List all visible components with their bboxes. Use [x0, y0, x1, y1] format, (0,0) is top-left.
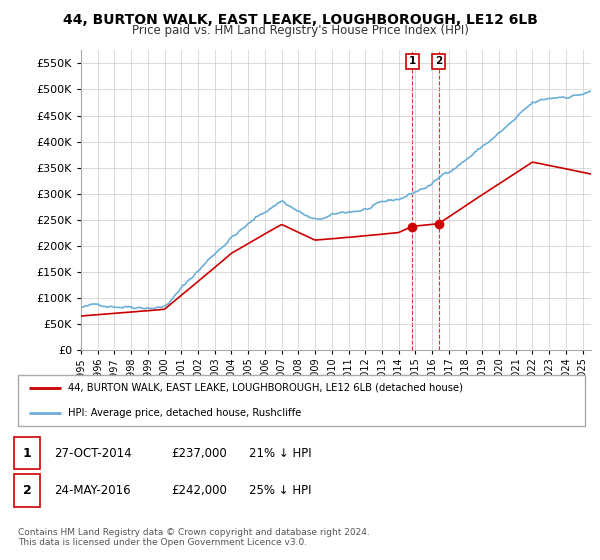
Text: Price paid vs. HM Land Registry's House Price Index (HPI): Price paid vs. HM Land Registry's House …: [131, 24, 469, 36]
Text: 1: 1: [23, 446, 31, 460]
Text: £242,000: £242,000: [171, 484, 227, 497]
Text: 44, BURTON WALK, EAST LEAKE, LOUGHBOROUGH, LE12 6LB (detached house): 44, BURTON WALK, EAST LEAKE, LOUGHBOROUG…: [68, 383, 463, 393]
Text: HPI: Average price, detached house, Rushcliffe: HPI: Average price, detached house, Rush…: [68, 408, 301, 418]
Text: 21% ↓ HPI: 21% ↓ HPI: [249, 446, 311, 460]
Text: 25% ↓ HPI: 25% ↓ HPI: [249, 484, 311, 497]
FancyBboxPatch shape: [18, 375, 585, 426]
Text: 24-MAY-2016: 24-MAY-2016: [54, 484, 131, 497]
Text: £237,000: £237,000: [171, 446, 227, 460]
Text: 1: 1: [409, 57, 416, 66]
Text: 2: 2: [23, 484, 31, 497]
Text: 2: 2: [435, 57, 442, 66]
Text: 44, BURTON WALK, EAST LEAKE, LOUGHBOROUGH, LE12 6LB: 44, BURTON WALK, EAST LEAKE, LOUGHBOROUG…: [62, 13, 538, 27]
Text: 27-OCT-2014: 27-OCT-2014: [54, 446, 131, 460]
Text: Contains HM Land Registry data © Crown copyright and database right 2024.
This d: Contains HM Land Registry data © Crown c…: [18, 528, 370, 547]
